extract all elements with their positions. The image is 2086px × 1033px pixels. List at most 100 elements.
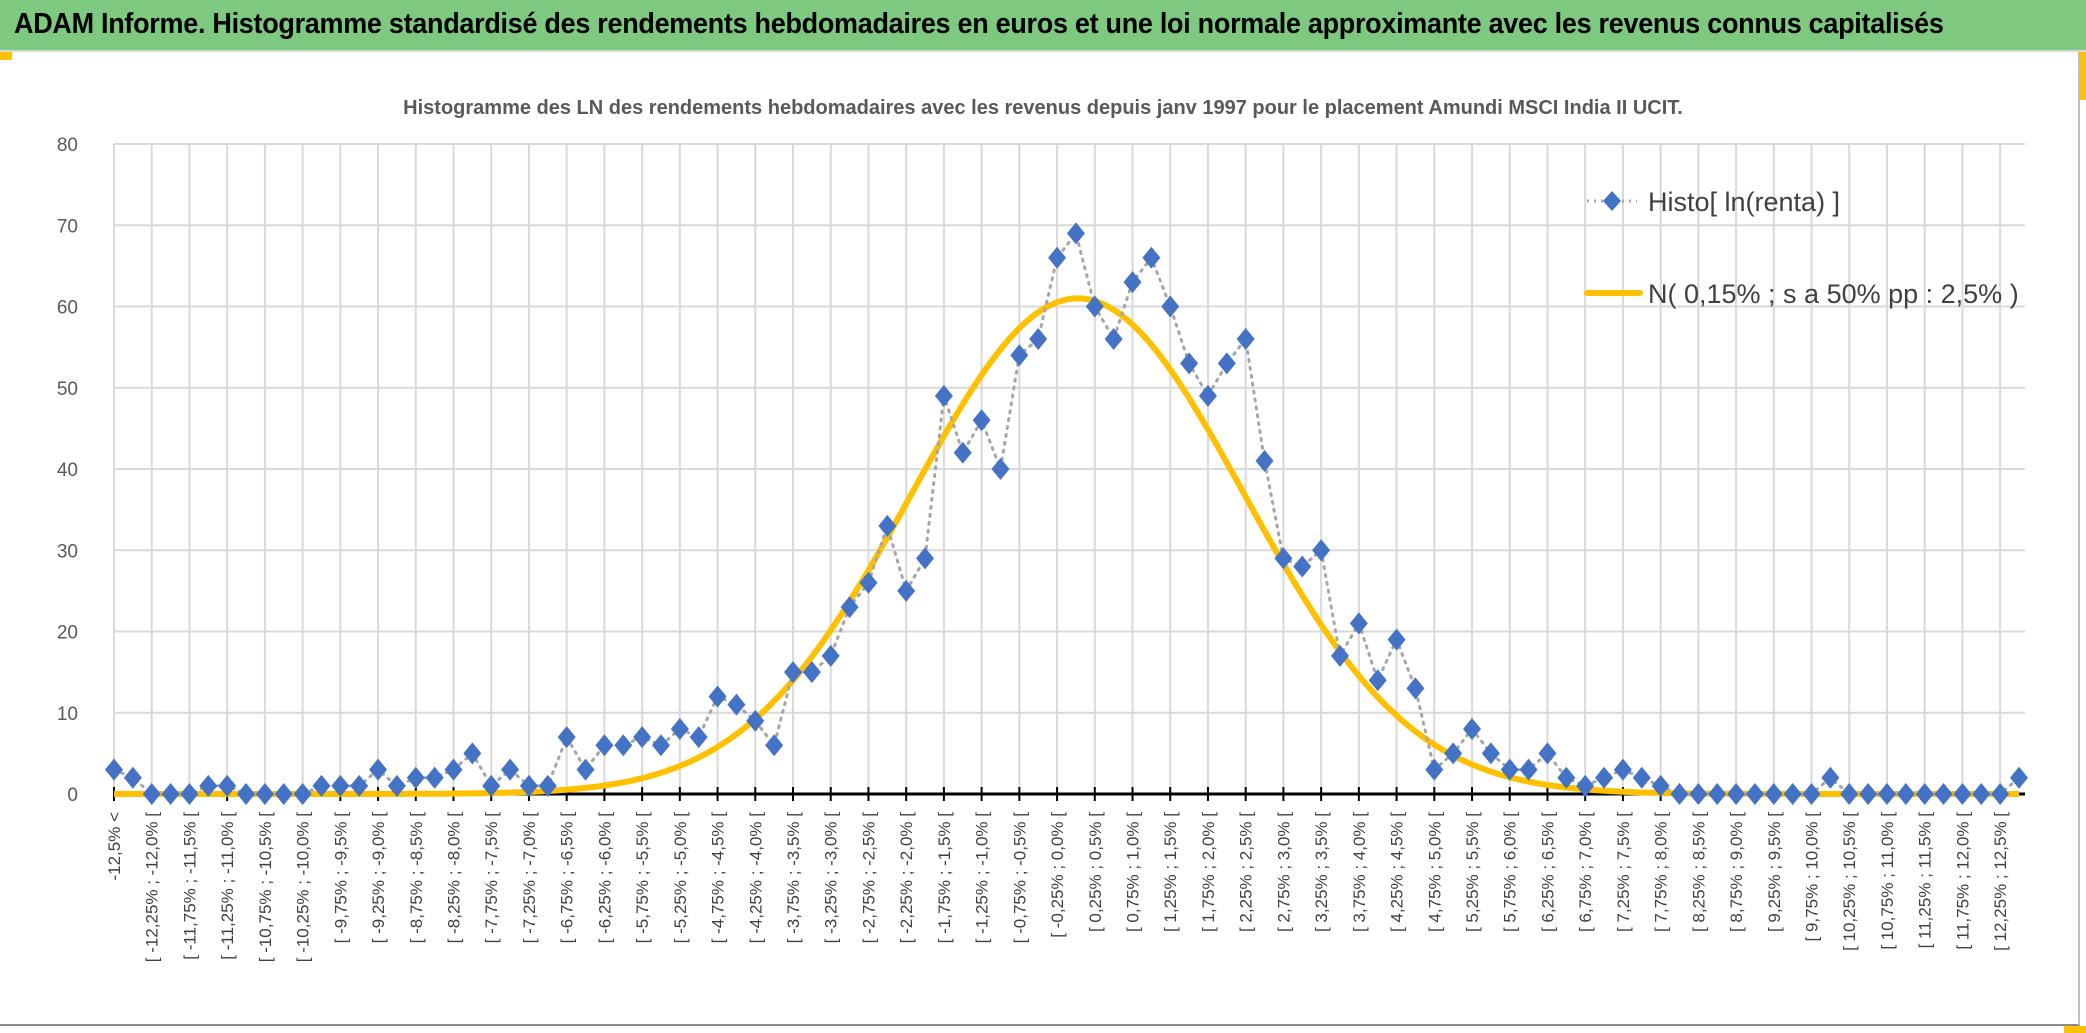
x-tick-label: [ -10,75% ; -10,5% [ (256, 812, 275, 963)
x-tick-label: [ -10,25% ; -10,0% [ (294, 812, 313, 963)
histogram-point (1651, 774, 1670, 797)
histogram-point (840, 596, 859, 619)
y-tick-label: 60 (57, 298, 78, 319)
histogram-point (1670, 783, 1689, 805)
accent-corner-top-right (2078, 52, 2086, 100)
y-tick-label: 40 (57, 460, 78, 481)
histogram-point (142, 783, 161, 805)
x-tick-label: [ -9,75% ; -9,5% [ (331, 812, 350, 944)
histogram-point (1840, 783, 1859, 805)
x-tick-label: [ -5,75% ; -5,5% [ (633, 812, 652, 944)
x-tick-label: [ 1,75% ; 2,0% [ (1199, 812, 1218, 932)
histogram-point (180, 783, 199, 805)
histogram-point (293, 783, 312, 805)
x-tick-label: [ -1,75% ; -1,5% [ (935, 812, 954, 944)
x-tick-label: [ -6,25% ; -6,0% [ (595, 812, 614, 944)
histogram-point (105, 758, 123, 781)
histogram-point (237, 783, 256, 805)
histogram-point (1406, 677, 1425, 700)
histogram-point (727, 693, 746, 716)
x-tick-label: [ -7,75% ; -7,5% [ (482, 812, 501, 944)
histogram-point (1312, 539, 1331, 562)
histogram-point (991, 458, 1010, 480)
y-tick-label: 70 (57, 216, 78, 237)
x-tick-label: [ 11,25% ; 11,5% [ (1916, 812, 1935, 949)
x-tick-label: [ 6,75% ; 7,0% [ (1576, 812, 1595, 932)
histogram-point (1934, 783, 1953, 805)
x-tick-label: [ 5,25% ; 5,5% [ (1463, 812, 1482, 932)
chart-title: Histogramme des LN des rendements hebdom… (403, 97, 1683, 119)
histogram-point (651, 734, 670, 757)
histogram-point (274, 783, 293, 805)
x-tick-label: -12,5% < (105, 812, 124, 881)
x-tick-label: [ -3,25% ; -3,0% [ (822, 812, 841, 944)
histogram-point (1877, 783, 1896, 805)
histogram-point (1142, 246, 1161, 269)
histogram-point (2010, 766, 2028, 789)
histogram-point (1727, 783, 1746, 805)
gridlines (113, 143, 2025, 794)
histogram-point (1538, 742, 1557, 765)
histogram-point (1953, 783, 1972, 805)
histogram-point (934, 384, 953, 407)
histogram-point (614, 734, 633, 757)
x-tick-label: [ 8,75% ; 9,0% [ (1727, 812, 1746, 932)
y-tick-label: 20 (57, 623, 78, 644)
histogram-point (1632, 766, 1651, 789)
histogram-point (633, 726, 652, 749)
histogram-point (1708, 783, 1727, 805)
histogram-point (1595, 766, 1614, 789)
x-tick-label: [ -7,25% ; -7,0% [ (520, 812, 539, 944)
histogram-point (1915, 783, 1934, 805)
normal-curve-line (114, 295, 2019, 797)
histogram-point (1802, 783, 1821, 805)
histogram-dotted-line (112, 230, 2021, 796)
histogram-point (1576, 774, 1595, 797)
accent-corner-bottom-right (2064, 1026, 2086, 1033)
histogram-point (350, 774, 369, 797)
x-tick-label: [ 0,25% ; 0,5% [ (1086, 812, 1105, 932)
histogram-point (897, 579, 916, 602)
histogram-point (1613, 758, 1632, 781)
x-tick-label: [ -8,75% ; -8,5% [ (407, 812, 426, 944)
histogram-point (1500, 758, 1519, 781)
y-tick-label: 0 (67, 785, 78, 806)
histogram-point (1557, 766, 1576, 789)
histogram-point (821, 644, 840, 667)
x-tick-label: [ -1,25% ; -1,0% [ (973, 812, 992, 944)
histogram-point (708, 685, 727, 708)
x-axis-ticks: -12,5% < [ -12,25% ; -12,0% [[ -11,75% ; … (105, 787, 2025, 962)
y-tick-label: 50 (57, 379, 78, 400)
histogram-point (1481, 742, 1500, 765)
histogram-point (501, 758, 520, 781)
accent-corner-top-left (0, 52, 12, 60)
y-tick-label: 80 (57, 135, 78, 156)
x-tick-label: [ -3,75% ; -3,5% [ (784, 812, 803, 944)
histogram-point (1463, 718, 1482, 740)
histogram-point (953, 441, 972, 464)
chart-frame (0, 54, 2080, 1026)
histogram-point (1066, 222, 1085, 245)
report-title-bar: ADAM Informe. Histogramme standardisé de… (0, 0, 2086, 52)
x-tick-label: [ 9,25% ; 9,5% [ (1765, 812, 1784, 932)
histogram-point (576, 758, 595, 781)
x-tick-label: [ 6,25% ; 6,5% [ (1538, 812, 1557, 932)
x-tick-label: [ 2,75% ; 3,0% [ (1274, 812, 1293, 932)
histogram-point (1368, 669, 1387, 692)
histogram-point (1859, 783, 1878, 805)
x-tick-label: [ 8,25% ; 8,5% [ (1689, 812, 1708, 932)
histogram-point (1123, 271, 1142, 294)
x-tick-label: [ -4,25% ; -4,0% [ (746, 812, 765, 944)
x-tick-label: [ 5,75% ; 6,0% [ (1501, 812, 1520, 932)
histogram-point (557, 726, 576, 749)
histogram-point (312, 774, 331, 797)
y-axis-ticks: 0 10 20 30 40 50 60 70 80 (57, 135, 78, 806)
x-tick-label: [ -11,75% ; -11,5% [ (180, 812, 199, 960)
histogram-point (1293, 555, 1312, 578)
histogram-point (463, 742, 482, 765)
y-tick-label: 10 (57, 704, 78, 725)
histogram-point (218, 774, 237, 797)
histogram-point (255, 783, 274, 805)
histogram-point (369, 758, 388, 781)
histogram-point (1048, 246, 1067, 269)
